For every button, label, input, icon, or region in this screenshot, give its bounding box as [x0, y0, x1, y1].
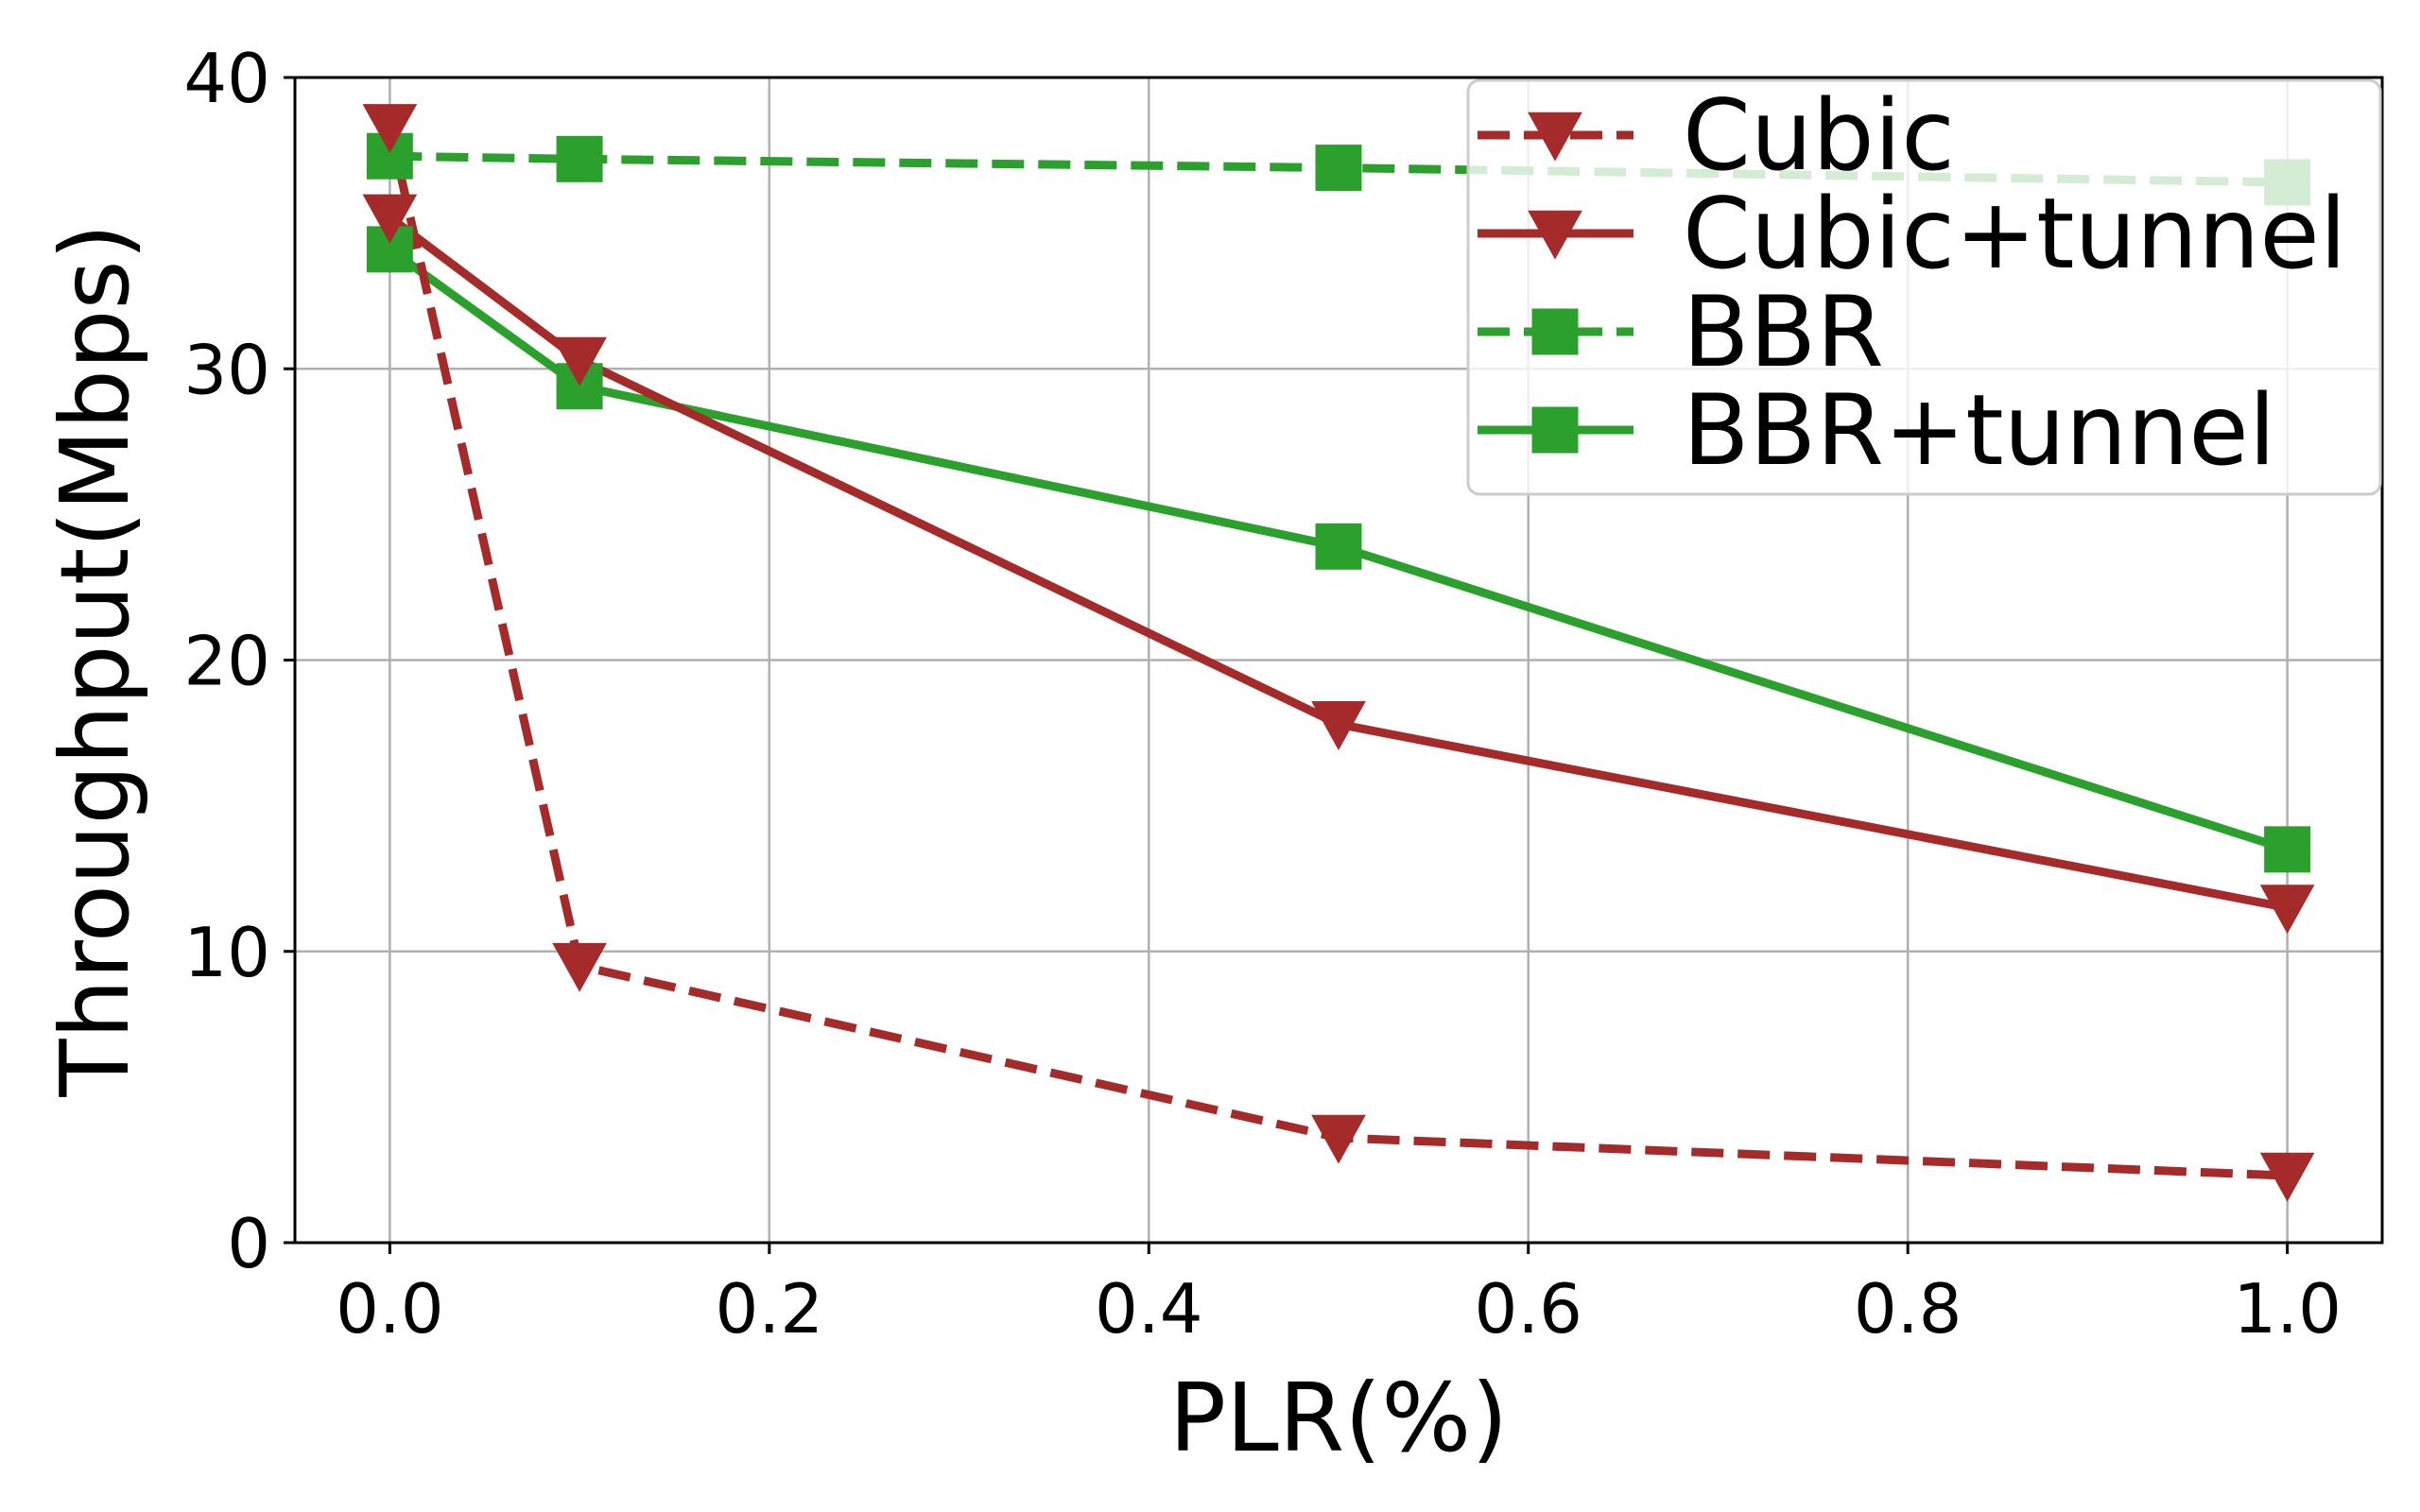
legend-label-cubic: Cubic: [1683, 79, 1955, 193]
y-axis-label: Throughput(Mbps): [40, 223, 150, 1097]
y-tick-label: 40: [183, 39, 270, 118]
data-point-cubic: [2259, 1152, 2315, 1202]
series-lines: [385, 126, 2290, 1180]
x-tick-label: 0.8: [1854, 1269, 1962, 1349]
data-point-cubic: [1311, 1114, 1366, 1164]
data-point-bbr: [556, 135, 603, 182]
legend-box: [1466, 78, 2382, 496]
y-tick-label: 30: [183, 330, 270, 409]
legend-label-cubic-tunnel: Cubic+tunnel: [1683, 178, 2346, 291]
series-line-bbr: [389, 151, 2288, 187]
legend-label-bbr-tunnel: BBR+tunnel: [1683, 374, 2275, 488]
x-tick-label: 1.0: [2233, 1269, 2342, 1349]
y-tick-label: 20: [183, 622, 270, 701]
x-axis-label: PLR(%): [1169, 1363, 1509, 1473]
y-tick-label: 0: [227, 1204, 270, 1283]
legend-marker-bbr: [1531, 308, 1579, 355]
data-point-bbr-tunnel: [1315, 523, 1362, 570]
y-tick-label: 10: [183, 913, 270, 992]
legend-marker-bbr-tunnel: [1531, 406, 1579, 454]
data-point-cubic-tunnel: [362, 194, 418, 244]
data-point-bbr: [366, 132, 413, 180]
data-point-cubic: [362, 104, 418, 154]
legend-label-bbr: BBR: [1683, 276, 1884, 389]
data-point-cubic-tunnel: [552, 336, 607, 387]
series-line-cubic: [385, 126, 2288, 1180]
data-point-bbr: [1315, 145, 1362, 192]
series-line-cubic-tunnel: [387, 214, 2289, 912]
data-point-bbr-tunnel: [366, 226, 413, 273]
x-tick-label: 0.2: [716, 1269, 824, 1349]
data-point-cubic: [552, 942, 607, 992]
x-tick-label: 0.4: [1095, 1269, 1203, 1349]
data-point-bbr-tunnel: [2264, 826, 2311, 873]
axes: 0.0 0.2 0.4 0.6 0.8 1.0 0 10 20 30 40: [183, 39, 2342, 1349]
data-point-cubic-tunnel: [1311, 701, 1366, 750]
legend-marker-cubic-tunnel: [1528, 210, 1582, 260]
x-tick-label: 0.0: [336, 1269, 444, 1349]
data-point-cubic-tunnel: [2259, 885, 2315, 935]
legend-marker-cubic: [1528, 112, 1582, 162]
series-line-bbr-tunnel: [387, 246, 2290, 854]
x-tick-label: 0.6: [1474, 1269, 1582, 1349]
